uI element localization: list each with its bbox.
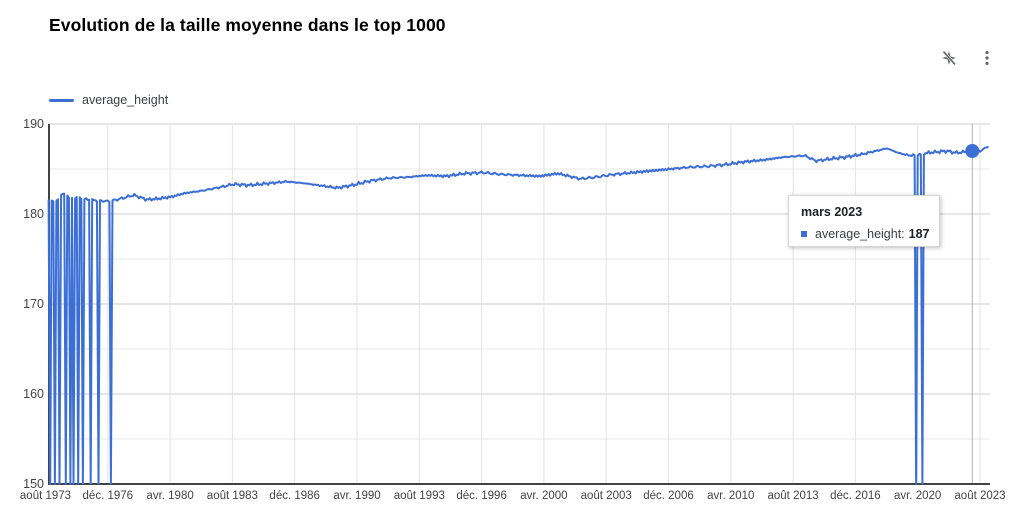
tooltip-date: mars 2023 xyxy=(801,205,863,219)
tooltip-value: 187 xyxy=(908,227,930,241)
smart-suggestions-off-icon xyxy=(938,47,960,74)
more-options-icon xyxy=(977,48,997,73)
x-axis-tick-label: déc. 2006 xyxy=(643,490,694,502)
y-axis-tick-label: 150 xyxy=(23,477,44,491)
x-axis-tick-label: août 2003 xyxy=(580,490,632,502)
x-axis-tick-label: avr. 2000 xyxy=(520,490,568,502)
y-axis-tick-label: 180 xyxy=(23,207,44,221)
x-axis-tick-label: avr. 1980 xyxy=(146,490,194,502)
legend-label: average_height xyxy=(82,93,169,107)
chart-tooltip: mars 2023 average_height: 187 xyxy=(788,195,940,247)
x-axis-tick-label: août 2023 xyxy=(954,490,1006,502)
x-axis-tick-label: déc. 1996 xyxy=(456,490,507,502)
x-axis-tick-label: avr. 2010 xyxy=(707,490,755,502)
hovered-data-point[interactable] xyxy=(965,144,980,158)
x-axis-tick-label: avr. 1990 xyxy=(333,490,381,502)
legend-swatch xyxy=(49,98,74,102)
x-axis-tick-label: août 1983 xyxy=(206,490,258,502)
chart-title: Evolution de la taille moyenne dans le t… xyxy=(49,15,446,35)
x-axis-tick-label: déc. 1986 xyxy=(269,490,320,502)
x-axis-tick-label: avr. 2020 xyxy=(894,490,942,502)
legend-item-average-height[interactable]: average_height xyxy=(49,92,168,108)
x-axis-tick-label: août 2013 xyxy=(767,490,819,502)
y-axis-tick-label: 190 xyxy=(23,117,44,131)
more-options-button[interactable] xyxy=(973,46,1001,74)
y-axis-tick-label: 160 xyxy=(23,387,44,401)
x-axis-tick-label: déc. 2016 xyxy=(830,490,881,502)
x-axis-tick-label: août 1973 xyxy=(19,490,72,502)
series-bullet-icon xyxy=(801,231,807,237)
x-axis-tick-label: déc. 1976 xyxy=(82,490,134,502)
x-axis-tick-label: août 1993 xyxy=(393,490,445,502)
smart-suggestions-off-button[interactable] xyxy=(935,46,963,74)
series-line-average-height[interactable] xyxy=(47,146,989,485)
y-axis-tick-label: 170 xyxy=(23,297,44,311)
tooltip-series-label: average_height: xyxy=(815,227,905,241)
